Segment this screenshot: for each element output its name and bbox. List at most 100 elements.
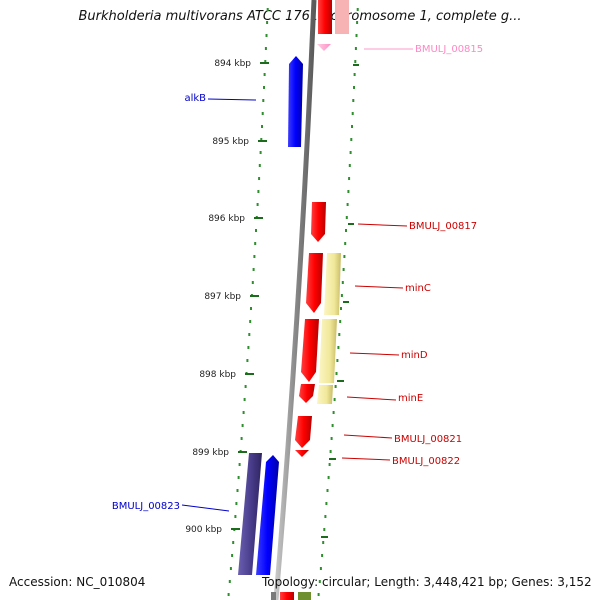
gene-mine[interactable]: minE: [299, 384, 423, 404]
guide-dot: [348, 164, 351, 167]
gene-label[interactable]: minC: [405, 283, 431, 294]
guide-dot: [346, 203, 349, 206]
topology-text: Topology: circular; Length: 3,448,421 bp…: [262, 575, 592, 589]
gene-label[interactable]: alkB: [184, 93, 206, 104]
guide-dot: [263, 86, 265, 89]
guide-dot: [351, 112, 354, 115]
guide-dot: [247, 346, 250, 349]
guide-dot: [254, 242, 257, 245]
guide-dot: [354, 60, 357, 63]
guide-dot: [337, 346, 340, 349]
gene-bmulj-00822[interactable]: BMULJ_00822: [295, 450, 460, 467]
guide-dot: [240, 437, 243, 440]
guide-dot: [251, 281, 254, 284]
guide-dot: [257, 190, 260, 193]
gene-bmulj-00823[interactable]: BMULJ_00823: [112, 453, 279, 575]
guide-dot: [234, 515, 237, 518]
guide-dot: [330, 437, 333, 440]
gene-alkb[interactable]: alkB: [184, 56, 303, 147]
guide-dot: [340, 307, 342, 310]
guide-dot: [340, 294, 343, 297]
scale-ticks: 894 kbp 895 kbp 896 kbp 897 kbp 898 kbp …: [185, 59, 269, 535]
tick-label: 900 kbp: [185, 525, 222, 535]
guide-dot: [322, 541, 325, 544]
guide-dot: [228, 580, 231, 583]
map-title: Burkholderia multivorans ATCC 17616 chro…: [78, 9, 522, 24]
guide-dot: [266, 21, 269, 24]
guide-dot: [335, 372, 338, 375]
guide-dot: [246, 359, 249, 362]
tick-label: 894 kbp: [214, 59, 251, 69]
gene-label[interactable]: minD: [401, 350, 428, 361]
gene-partial-top[interactable]: [318, 0, 349, 34]
guide-dot: [241, 424, 244, 427]
guide-dot: [231, 554, 234, 557]
gene-label[interactable]: BMULJ_00817: [409, 221, 477, 232]
guide-dot: [336, 359, 339, 362]
guide-dot: [242, 411, 245, 414]
guide-dot: [328, 463, 331, 466]
guide-dot: [341, 281, 344, 284]
guide-dot: [345, 216, 348, 219]
guide-dot: [347, 190, 350, 193]
guide-dot: [317, 593, 320, 596]
gene-partial-bottom[interactable]: [271, 592, 311, 600]
outer-track-ticks: [321, 64, 359, 538]
guide-dot: [227, 593, 230, 596]
guide-dot: [258, 164, 261, 167]
guide-dot: [250, 307, 252, 310]
gene-mind[interactable]: minD: [301, 319, 428, 383]
tick-label: 897 kbp: [204, 292, 241, 302]
guide-dot: [344, 242, 347, 245]
gene-label[interactable]: BMULJ_00822: [392, 456, 460, 467]
tick-label: 898 kbp: [199, 370, 236, 380]
gene-minc[interactable]: minC: [306, 253, 431, 315]
guide-dot: [331, 424, 334, 427]
gene-bmulj-00817[interactable]: BMULJ_00817: [311, 202, 477, 242]
guide-dot: [338, 333, 341, 336]
guide-dot: [332, 411, 335, 414]
guide-dot: [333, 398, 336, 401]
guide-dot: [261, 125, 263, 128]
guide-dot: [264, 60, 267, 63]
guide-dot: [351, 125, 353, 128]
guide-dot: [263, 73, 266, 76]
gene-label[interactable]: minE: [398, 393, 423, 404]
guide-dot: [236, 489, 239, 492]
guide-dot: [319, 567, 322, 570]
guide-dot: [258, 177, 261, 180]
guide-dot: [355, 34, 358, 37]
guide-dot: [235, 502, 238, 505]
guide-dot: [356, 21, 359, 24]
guide-dot: [318, 580, 321, 583]
guide-dot: [260, 138, 263, 141]
guide-dot: [252, 268, 255, 271]
guide-dot: [327, 476, 330, 479]
guide-dot: [238, 463, 241, 466]
guide-dot: [324, 515, 327, 518]
guide-dot: [339, 320, 342, 323]
gene-label[interactable]: BMULJ_00823: [112, 501, 180, 512]
guide-dot: [264, 47, 267, 50]
guide-dot: [256, 203, 259, 206]
guide-dot: [353, 86, 355, 89]
guide-dot: [352, 99, 355, 102]
guide-dot: [345, 229, 347, 232]
guide-dot: [243, 398, 246, 401]
gene-label[interactable]: BMULJ_00815: [415, 44, 483, 55]
guide-dot: [237, 476, 240, 479]
chromosome-backbone: [273, 0, 317, 600]
guide-dot: [334, 385, 337, 388]
gene-bmulj-00821[interactable]: BMULJ_00821: [295, 416, 462, 448]
guide-dot: [350, 138, 353, 141]
gene-bmulj-00815[interactable]: BMULJ_00815: [317, 44, 483, 55]
guide-dot: [349, 151, 352, 154]
tick-label: 896 kbp: [208, 214, 245, 224]
gene-label[interactable]: BMULJ_00821: [394, 434, 462, 445]
guide-dot: [343, 255, 346, 258]
guide-dot: [321, 554, 324, 557]
guide-dot: [249, 320, 252, 323]
guide-dot: [329, 450, 332, 453]
guide-dot: [348, 177, 351, 180]
